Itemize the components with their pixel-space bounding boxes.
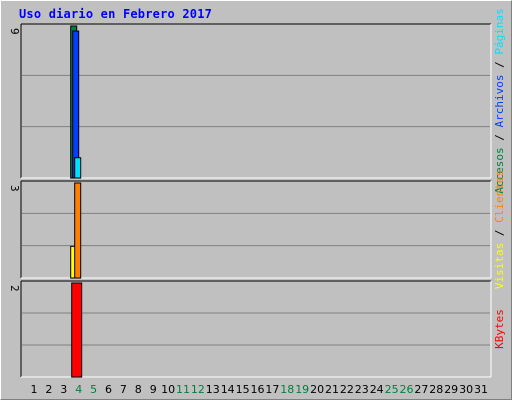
x-tick-label: 18 xyxy=(280,383,294,396)
series-label-part-2: Archivos xyxy=(493,75,506,128)
panel-bottom-background xyxy=(21,281,491,377)
series-label-part-4: Páginas xyxy=(493,8,506,54)
x-tick-label: 8 xyxy=(135,383,142,396)
x-tick-label: 23 xyxy=(355,383,369,396)
x-tick-label: 29 xyxy=(444,383,458,396)
x-tick-label: 26 xyxy=(400,383,414,396)
x-tick-label: 7 xyxy=(120,383,127,396)
x-tick-label: 13 xyxy=(206,383,220,396)
panel-middle-ymax-label: 3 xyxy=(8,185,21,192)
bar-clientes-day-4 xyxy=(74,182,82,279)
x-tick-label: 4 xyxy=(75,383,82,396)
x-tick-label: 20 xyxy=(310,383,324,396)
x-tick-label: 6 xyxy=(105,383,112,396)
x-tick-label: 10 xyxy=(161,383,175,396)
x-tick-label: 17 xyxy=(265,383,279,396)
x-tick-label: 27 xyxy=(414,383,428,396)
panel-bottom-ymax-label: 2 xyxy=(8,285,21,292)
x-tick-label: 2 xyxy=(45,383,52,396)
x-tick-label: 22 xyxy=(340,383,354,396)
x-tick-label: 11 xyxy=(176,383,190,396)
x-tick-label: 3 xyxy=(60,383,67,396)
bar-kbytes-day-4 xyxy=(71,282,83,378)
x-tick-label: 12 xyxy=(191,383,205,396)
x-tick-label: 14 xyxy=(221,383,235,396)
series-label-part-0: Accesos xyxy=(493,147,506,193)
series-label-part-0: Visitas xyxy=(493,243,506,289)
x-tick-label: 21 xyxy=(325,383,339,396)
panel-middle-background xyxy=(21,181,491,278)
x-tick-label: 19 xyxy=(295,383,309,396)
series-label-part-2: Clientes xyxy=(493,170,506,223)
x-tick-label: 31 xyxy=(474,383,488,396)
bar-archivos-day-4 xyxy=(72,30,80,179)
panel-top-ymax-label: 9 xyxy=(8,28,21,35)
panel-bottom-series-label: KBytes xyxy=(493,309,506,349)
x-tick-label: 28 xyxy=(429,383,443,396)
x-tick-label: 24 xyxy=(370,383,384,396)
chart-title: Uso diario en Febrero 2017 xyxy=(19,7,213,21)
panel-middle-series-label: Visitas / Clientes xyxy=(493,170,506,289)
series-label-part-1: / xyxy=(493,127,506,147)
x-tick-label: 15 xyxy=(236,383,250,396)
panel-top-series-label: Accesos / Archivos / Páginas xyxy=(493,8,506,193)
bar-pginas-day-4 xyxy=(74,157,82,179)
x-tick-label: 5 xyxy=(90,383,97,396)
series-label-part-1: / xyxy=(493,223,506,243)
x-tick-label: 30 xyxy=(459,383,473,396)
series-label-part-0: KBytes xyxy=(493,309,506,349)
panel-top-background xyxy=(21,24,491,178)
series-label-part-3: / xyxy=(493,55,506,75)
x-tick-label: 25 xyxy=(385,383,399,396)
x-tick-label: 9 xyxy=(150,383,157,396)
x-tick-label: 1 xyxy=(31,383,38,396)
x-tick-label: 16 xyxy=(251,383,265,396)
